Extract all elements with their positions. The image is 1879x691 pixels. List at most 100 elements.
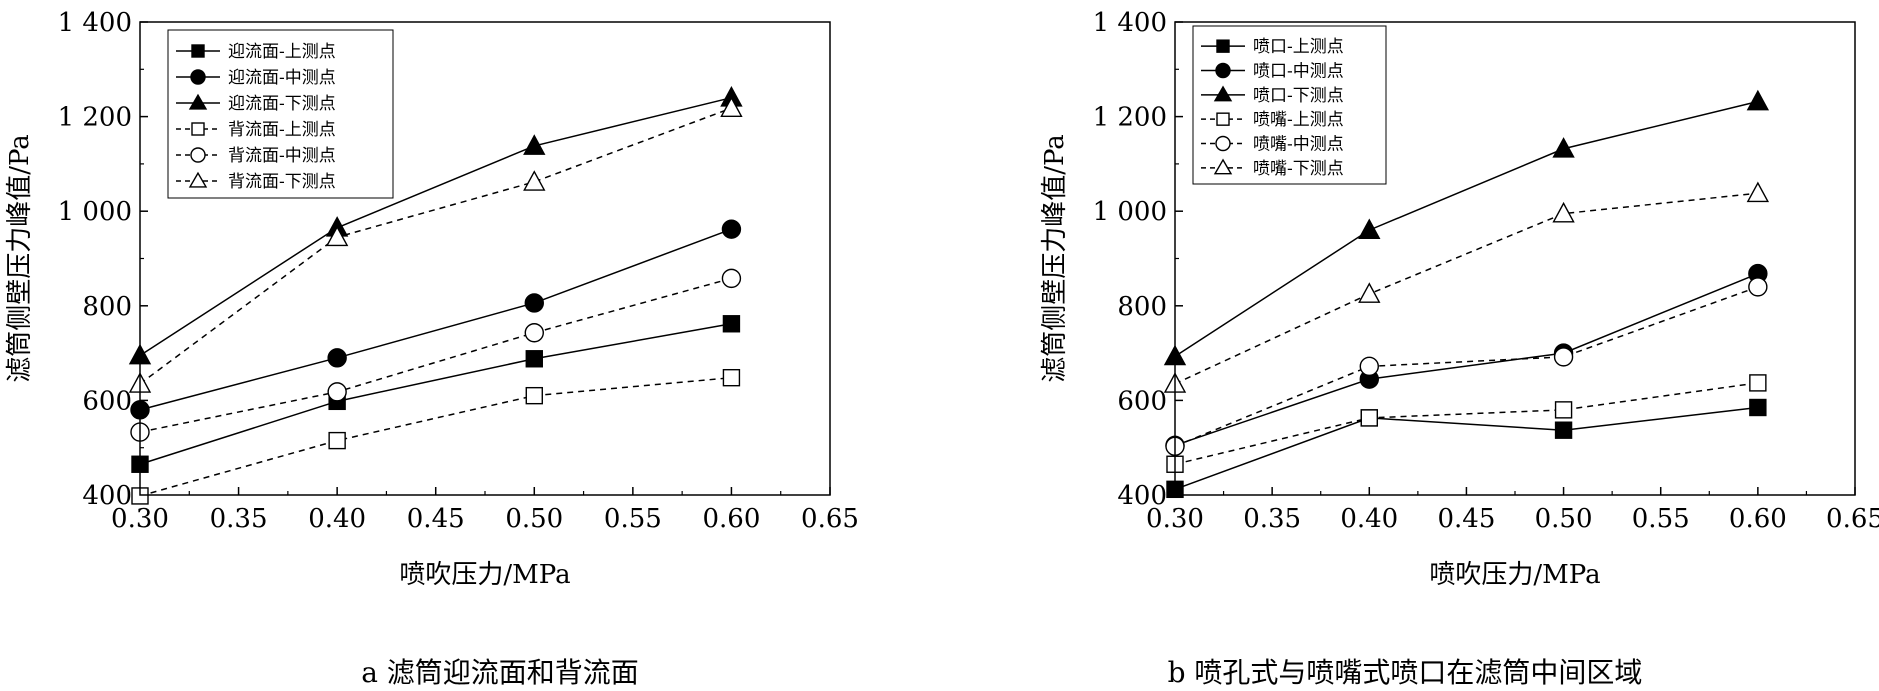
x-axis-title: 喷吹压力/MPa [399, 560, 570, 590]
series-2 [130, 219, 742, 420]
legend-marker [190, 147, 206, 163]
series-line [139, 323, 732, 465]
x-tick-label: 0.55 [1632, 504, 1690, 534]
legend-label: 喷嘴-下测点 [1253, 159, 1344, 179]
data-point [325, 225, 349, 247]
x-axis-ticks: 0.30 0.35 0.40 0.45 0.50 0.55 0.60 0.65 [1146, 487, 1879, 534]
legend-item: 喷口-中测点 [1201, 62, 1344, 82]
data-point [722, 315, 741, 333]
legend-label: 迎流面-上测点 [228, 42, 336, 62]
series-line [1174, 100, 1759, 358]
series-line [1174, 382, 1758, 465]
y-tick-label: 1 200 [58, 103, 132, 133]
x-tick-label: 0.60 [702, 504, 760, 534]
legend-label: 喷口-上测点 [1253, 37, 1344, 57]
series-4 [131, 368, 741, 505]
legend-item: 喷嘴-中测点 [1201, 135, 1344, 155]
legend-label: 迎流面-中测点 [228, 68, 336, 88]
legend-item: 喷口-上测点 [1201, 37, 1344, 57]
data-point [524, 323, 544, 343]
data-point [722, 368, 741, 387]
legend-label: 背流面-中测点 [228, 146, 336, 166]
data-point [1359, 356, 1379, 377]
legend-item: 背流面-下测点 [176, 171, 336, 192]
legend-marker [1213, 85, 1233, 102]
series-3 [128, 86, 743, 365]
series-1 [131, 315, 741, 473]
series-2 [1165, 263, 1768, 456]
legend-item: 喷嘴-上测点 [1201, 110, 1344, 130]
legend-item: 喷口-下测点 [1201, 85, 1344, 106]
legend-box [167, 29, 394, 199]
y-tick-label: 1 000 [1093, 197, 1167, 227]
x-tick-label: 0.50 [1535, 504, 1593, 534]
series-layer [128, 86, 743, 505]
data-point [1358, 218, 1381, 240]
x-tick-label: 0.60 [1729, 504, 1787, 534]
data-point [1749, 398, 1767, 417]
y-axis-title: 滤筒侧壁压力峰值/Pa [1040, 134, 1070, 383]
data-point [1552, 201, 1575, 223]
x-tick-label: 0.65 [1826, 504, 1879, 534]
x-tick-label: 0.30 [1146, 504, 1204, 534]
series-line [139, 376, 732, 497]
data-point [1746, 181, 1770, 203]
y-tick-label: 800 [82, 292, 132, 322]
legend-item: 迎流面-中测点 [176, 68, 336, 88]
data-point [1749, 374, 1767, 392]
legend-label: 迎流面-下测点 [228, 94, 336, 114]
series-line [1174, 406, 1758, 491]
y-axis-title: 滤筒侧壁压力峰值/Pa [5, 134, 35, 383]
x-axis-ticks: 0.30 0.35 0.40 0.45 0.50 0.55 0.60 0.65 [111, 487, 859, 534]
series-line [1174, 192, 1758, 385]
data-point [524, 293, 544, 313]
series-1 [1166, 398, 1767, 499]
legend-label: 喷口-下测点 [1253, 86, 1344, 106]
data-point [523, 134, 546, 155]
data-point [1746, 89, 1770, 111]
series-6 [1163, 181, 1770, 393]
data-point [525, 350, 543, 368]
x-tick-label: 0.45 [1437, 504, 1495, 534]
legend-marker [1215, 135, 1231, 152]
x-tick-label: 0.50 [505, 504, 563, 534]
chart-panel-a: 0.30 0.35 0.40 0.45 0.50 0.55 0.60 0.65 400 600 8… [5, 8, 859, 689]
legend-label: 喷口-中测点 [1253, 62, 1344, 82]
x-tick-label: 0.40 [308, 504, 366, 534]
series-line [139, 277, 732, 433]
series-layer [1163, 89, 1770, 499]
panel-caption: b 喷孔式与喷嘴式喷口在滤筒中间区域 [1168, 656, 1643, 689]
legend-item: 迎流面-上测点 [176, 42, 336, 62]
x-tick-label: 0.35 [210, 504, 268, 534]
data-point [721, 219, 742, 239]
data-point [720, 96, 743, 117]
data-point [523, 170, 546, 191]
x-tick-label: 0.45 [407, 504, 465, 534]
y-tick-label: 1 400 [58, 8, 132, 38]
legend-label: 背流面-下测点 [228, 172, 336, 192]
legend-marker [191, 122, 205, 136]
data-point [327, 348, 347, 368]
y-tick-label: 1 000 [58, 197, 132, 227]
plot-area-frame [1174, 21, 1856, 496]
data-point [721, 268, 742, 289]
y-tick-label: 800 [1117, 292, 1167, 322]
series-5 [130, 268, 742, 442]
legend-label: 喷嘴-中测点 [1253, 135, 1344, 155]
panel-caption: a 滤筒迎流面和背流面 [361, 656, 639, 689]
legend-marker [1213, 158, 1233, 175]
x-tick-label: 0.30 [111, 504, 169, 534]
data-point [327, 382, 347, 402]
data-point [1553, 347, 1574, 367]
plot-area-frame [139, 21, 831, 496]
data-point [1554, 421, 1573, 439]
series-6 [128, 96, 743, 393]
legend-marker [1215, 62, 1231, 79]
series-line [1174, 286, 1759, 447]
data-point [1748, 277, 1768, 297]
x-tick-label: 0.65 [801, 504, 859, 534]
y-tick-label: 1 200 [1093, 103, 1167, 133]
data-point [1552, 137, 1575, 158]
